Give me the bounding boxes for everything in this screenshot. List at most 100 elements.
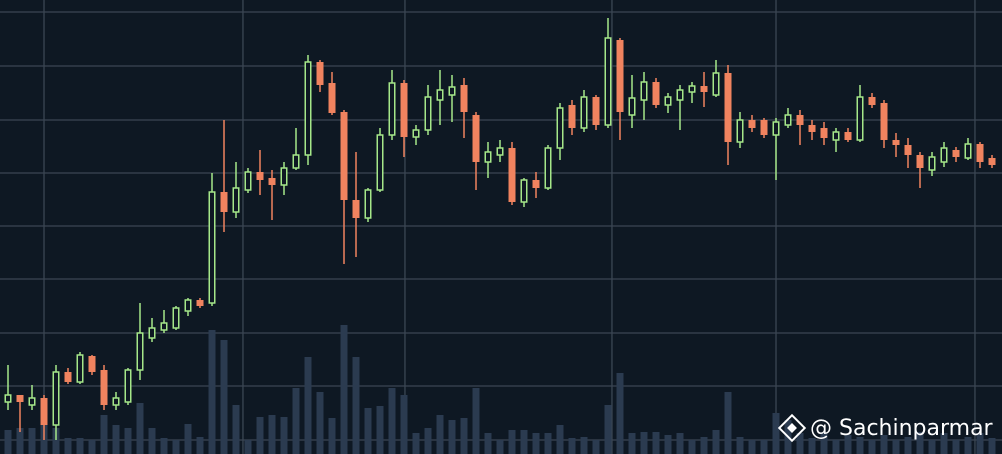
- volume-bar: [988, 438, 996, 454]
- volume-bar: [124, 428, 132, 454]
- candle-body: [208, 191, 216, 304]
- volume-bar: [400, 395, 408, 454]
- volume-bar: [352, 357, 360, 454]
- watermark-logo: [777, 413, 807, 443]
- volume-bar: [832, 440, 840, 454]
- volume-bar: [100, 415, 108, 454]
- candle-layer: [4, 18, 996, 440]
- candle-body: [928, 156, 936, 171]
- candle-body: [328, 83, 336, 113]
- candle-body: [472, 115, 480, 162]
- candle-body: [280, 167, 288, 186]
- candle-body: [172, 307, 180, 329]
- candle-body: [520, 179, 528, 203]
- volume-bar: [484, 433, 492, 454]
- candle-body: [652, 82, 660, 105]
- volume-bar: [148, 428, 156, 454]
- volume-bar: [976, 433, 984, 454]
- volume-bar: [676, 433, 684, 454]
- watermark: @ Sachinparmar: [777, 413, 994, 443]
- candle-body: [124, 369, 132, 403]
- candle-body: [256, 172, 264, 180]
- candle-body: [352, 200, 360, 218]
- volume-bar: [208, 330, 216, 454]
- volume-bar: [664, 435, 672, 454]
- candle-body: [400, 83, 408, 137]
- candle-body: [460, 85, 468, 112]
- volume-bar: [412, 433, 420, 454]
- volume-bar: [508, 430, 516, 454]
- volume-bar: [268, 415, 276, 454]
- volume-bar: [460, 418, 468, 454]
- candle-body: [232, 187, 240, 213]
- volume-bar: [136, 403, 144, 454]
- candle-body: [244, 171, 252, 191]
- candle-body: [40, 398, 48, 425]
- volume-bar: [760, 440, 768, 454]
- volume-bar: [52, 428, 60, 454]
- candle-body: [304, 61, 312, 156]
- volume-bar: [520, 430, 528, 454]
- candle-body: [412, 129, 420, 138]
- candle-body: [556, 107, 564, 149]
- candle-body: [160, 322, 168, 331]
- volume-bar: [28, 428, 36, 454]
- candle-body: [16, 395, 24, 402]
- volume-bar: [4, 430, 12, 454]
- candle-body: [772, 121, 780, 136]
- volume-bar: [688, 440, 696, 454]
- volume-bar: [892, 440, 900, 454]
- volume-bar: [724, 392, 732, 454]
- volume-bar: [16, 428, 24, 454]
- candle-body: [64, 372, 72, 382]
- candle-body: [640, 81, 648, 101]
- volume-bar: [568, 438, 576, 454]
- candle-body: [148, 327, 156, 339]
- candle-body: [724, 73, 732, 142]
- candle-body: [796, 115, 804, 125]
- candle-body: [880, 103, 888, 140]
- candle-body: [100, 370, 108, 405]
- candle-body: [268, 178, 276, 185]
- candle-body: [376, 134, 384, 191]
- volume-bar: [472, 388, 480, 454]
- candle-body: [112, 397, 120, 406]
- volume-bar: [448, 420, 456, 454]
- volume-bar: [640, 432, 648, 454]
- candle-body: [820, 128, 828, 138]
- volume-bar: [844, 435, 852, 454]
- volume-bar: [220, 340, 228, 454]
- volume-bar: [808, 438, 816, 454]
- candle-body: [544, 147, 552, 189]
- candle-body: [688, 85, 696, 93]
- volume-layer: [4, 325, 996, 454]
- candle-body: [712, 72, 720, 96]
- volume-bar: [256, 417, 264, 454]
- volume-bar: [424, 428, 432, 454]
- volume-bar: [856, 437, 864, 454]
- volume-bar: [292, 388, 300, 454]
- candle-body: [916, 155, 924, 168]
- volume-bar: [304, 357, 312, 454]
- volume-bar: [88, 440, 96, 454]
- volume-bar: [700, 437, 708, 454]
- candle-body: [196, 300, 204, 306]
- candle-body: [892, 140, 900, 145]
- candle-body: [844, 132, 852, 140]
- volume-bar: [736, 437, 744, 454]
- candle-body: [976, 144, 984, 162]
- candle-body: [940, 147, 948, 163]
- candle-body: [868, 97, 876, 105]
- candle-body: [904, 145, 912, 155]
- volume-bar: [652, 432, 660, 454]
- candle-body: [580, 96, 588, 129]
- candle-body: [604, 37, 612, 126]
- volume-bar: [496, 440, 504, 454]
- volume-bar: [880, 435, 888, 454]
- volume-bar: [964, 437, 972, 454]
- candle-body: [52, 371, 60, 426]
- volume-bar: [592, 440, 600, 454]
- watermark-text: @ Sachinparmar: [810, 416, 994, 441]
- volume-bar: [316, 392, 324, 454]
- candle-body: [340, 112, 348, 200]
